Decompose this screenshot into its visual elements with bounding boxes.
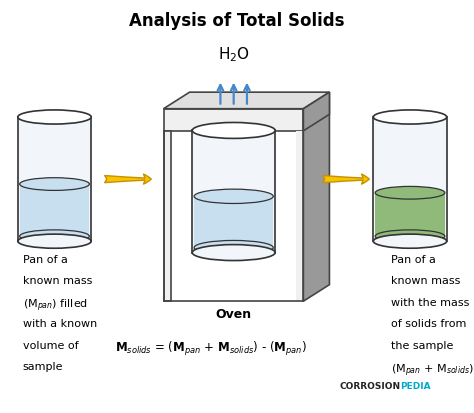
Polygon shape [194,197,273,248]
Ellipse shape [192,123,275,139]
Polygon shape [373,118,447,242]
Polygon shape [164,93,329,109]
Ellipse shape [192,245,275,261]
Ellipse shape [20,230,89,243]
Polygon shape [20,185,89,237]
Polygon shape [164,131,171,301]
Ellipse shape [194,190,273,204]
Polygon shape [296,131,303,301]
Text: H$_2$O: H$_2$O [218,45,250,64]
Ellipse shape [18,111,91,125]
Polygon shape [192,131,275,253]
Polygon shape [375,193,445,237]
Polygon shape [303,93,329,131]
Text: the sample: the sample [391,340,454,350]
Ellipse shape [375,230,445,243]
Text: PEDIA: PEDIA [401,381,431,390]
Text: Analysis of Total Solids: Analysis of Total Solids [129,12,345,30]
Text: Pan of a: Pan of a [391,254,436,264]
Ellipse shape [373,111,447,125]
Text: CORROSION: CORROSION [339,381,401,390]
Text: of solids from: of solids from [391,318,466,328]
Ellipse shape [194,241,273,255]
Polygon shape [164,109,303,131]
Text: volume of: volume of [23,340,78,350]
Text: Pan of a: Pan of a [23,254,68,264]
Text: (M$_{pan}$ + M$_{solids}$): (M$_{pan}$ + M$_{solids}$) [391,361,474,378]
Text: Oven: Oven [216,308,252,320]
Text: $\mathbf{M}_{solids}$ = $(\mathbf{M}_{pan}$ + $\mathbf{M}_{solids})$ - $(\mathbf: $\mathbf{M}_{solids}$ = $(\mathbf{M}_{pa… [115,339,307,357]
Text: with the mass: with the mass [391,297,469,307]
Ellipse shape [373,235,447,249]
Polygon shape [18,118,91,242]
Polygon shape [303,93,329,301]
Text: sample: sample [23,361,63,371]
Text: known mass: known mass [391,275,460,285]
Ellipse shape [20,178,89,191]
Ellipse shape [18,235,91,249]
Text: with a known: with a known [23,318,97,328]
Text: known mass: known mass [23,275,92,285]
Ellipse shape [375,187,445,199]
Text: (M$_{pan}$) filled: (M$_{pan}$) filled [23,297,88,313]
